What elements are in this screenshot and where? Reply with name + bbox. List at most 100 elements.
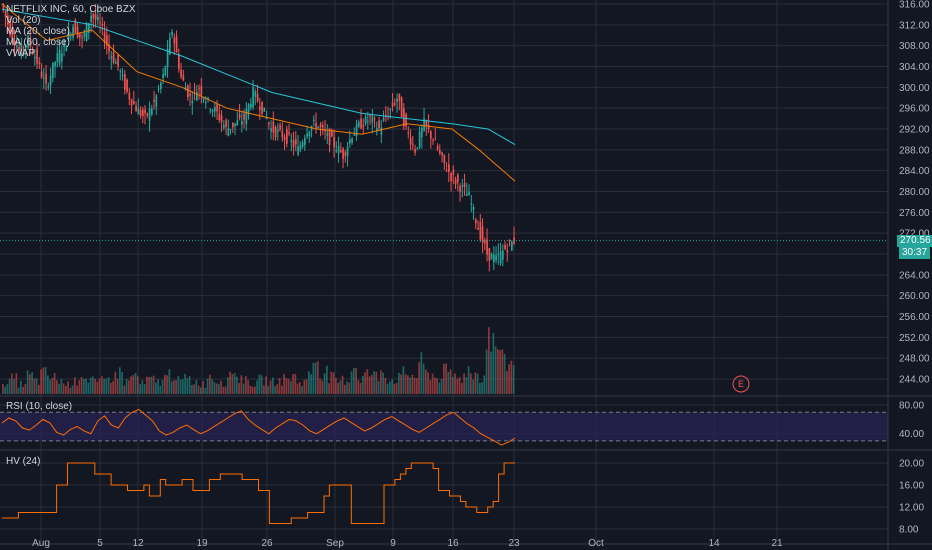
candle-up [423,118,425,131]
volume-bar [83,379,85,394]
volume-bar [141,380,144,394]
volume-bar [296,383,299,394]
legend-ma60[interactable]: MA (60, close) [6,37,70,48]
volume-bar [380,370,382,394]
candle-up [85,23,88,41]
y-tick-label: 80.00 [899,401,924,412]
candle-up [371,116,374,123]
candle-up [27,36,29,48]
candle-up [493,254,495,263]
ma20-line [1,3,516,182]
volume-bar [508,364,510,394]
candle-up [364,116,367,124]
volume-bar [94,378,96,394]
candle-down [45,73,47,84]
candle-down [128,92,131,100]
candle-up [353,134,356,136]
volume-bar [101,376,103,394]
rsi-label[interactable]: RSI (10, close) [6,401,73,412]
volume-bar [326,365,328,394]
candle-down [479,221,482,240]
volume-bar [13,379,15,394]
volume-bar [494,346,497,394]
candle-up [160,82,162,89]
volume-bar [119,367,121,394]
volume-bar [427,372,429,394]
volume-bar [56,380,58,394]
volume-bar [317,361,319,394]
volume-bar [499,350,501,394]
legend-volume[interactable]: Vol (20) [6,15,41,26]
earnings-marker[interactable]: E [732,375,750,393]
volume-bar [470,373,472,394]
volume-bar [314,362,317,394]
volume-bar [220,380,222,394]
candle-down [405,113,407,127]
candle-up [349,139,351,144]
candle-up [308,131,311,137]
earnings-icon[interactable] [732,375,750,393]
candle-up [351,138,353,143]
volume-bar [139,384,141,394]
volume-bar [186,378,189,394]
candle-down [319,124,322,128]
candle-up [346,146,349,157]
price-axis-labels: 316.00 312.00 308.00 304.00 300.00 296.00 292.… [899,0,930,536]
x-tick-label: 12 [132,538,144,549]
volume-bar [479,383,481,394]
volume-bar [263,385,265,394]
volume-bar [267,386,270,394]
volume-bar [130,376,132,394]
x-tick-label: 23 [508,538,520,549]
volume-bar [319,378,321,394]
candle-up [241,121,243,125]
candle-down [139,110,142,116]
volume-bar [107,377,110,394]
candle-up [250,103,252,108]
candle-up [110,56,113,59]
volume-bar [155,382,157,394]
volume-bar [137,376,139,394]
legend-ma20[interactable]: MA (20, close) [6,26,70,37]
symbol-title[interactable]: NETFLIX INC, 60, Cboe BZX [6,4,136,15]
candle-down [153,99,155,102]
candle-up [495,254,497,261]
hv-label[interactable]: HV (24) [6,456,41,467]
y-tick-label: 264.00 [899,270,930,281]
volume-bar [404,374,407,394]
volume-bar [501,349,504,394]
legend-vwap[interactable]: VWAP [6,48,36,59]
candle-up [52,62,54,79]
x-tick-label: Oct [588,538,604,549]
candle-up [56,53,59,63]
main-legend: NETFLIX INC, 60, Cboe BZX Vol (20) MA (2… [6,4,136,59]
x-tick-label: 26 [261,538,273,549]
volume-bar [382,372,384,394]
candle-down [36,48,38,64]
volume-bar [472,379,474,394]
volume-bar [407,375,409,394]
volume-bar [78,380,81,394]
y-tick-label: 272.00 [899,229,930,240]
candle-down [457,174,459,183]
candle-up [468,191,470,195]
volume-bar [143,384,146,394]
x-tick-label: Sep [326,538,344,549]
candle-up [205,101,207,103]
candle-up [382,118,385,121]
candle-up [317,126,320,128]
candle-down [101,24,104,26]
candle-up [396,98,398,102]
volume-bar [238,382,240,394]
candle-down [391,102,394,107]
candle-up [166,48,169,68]
volume-bar [92,376,94,394]
volume-bar [146,376,148,394]
x-tick-label: 14 [708,538,720,549]
candle-down [436,146,439,150]
candle-down [477,228,479,230]
volume-bar [114,371,117,394]
candle-down [133,101,135,104]
candle-down [9,20,11,35]
candle-down [18,47,20,51]
